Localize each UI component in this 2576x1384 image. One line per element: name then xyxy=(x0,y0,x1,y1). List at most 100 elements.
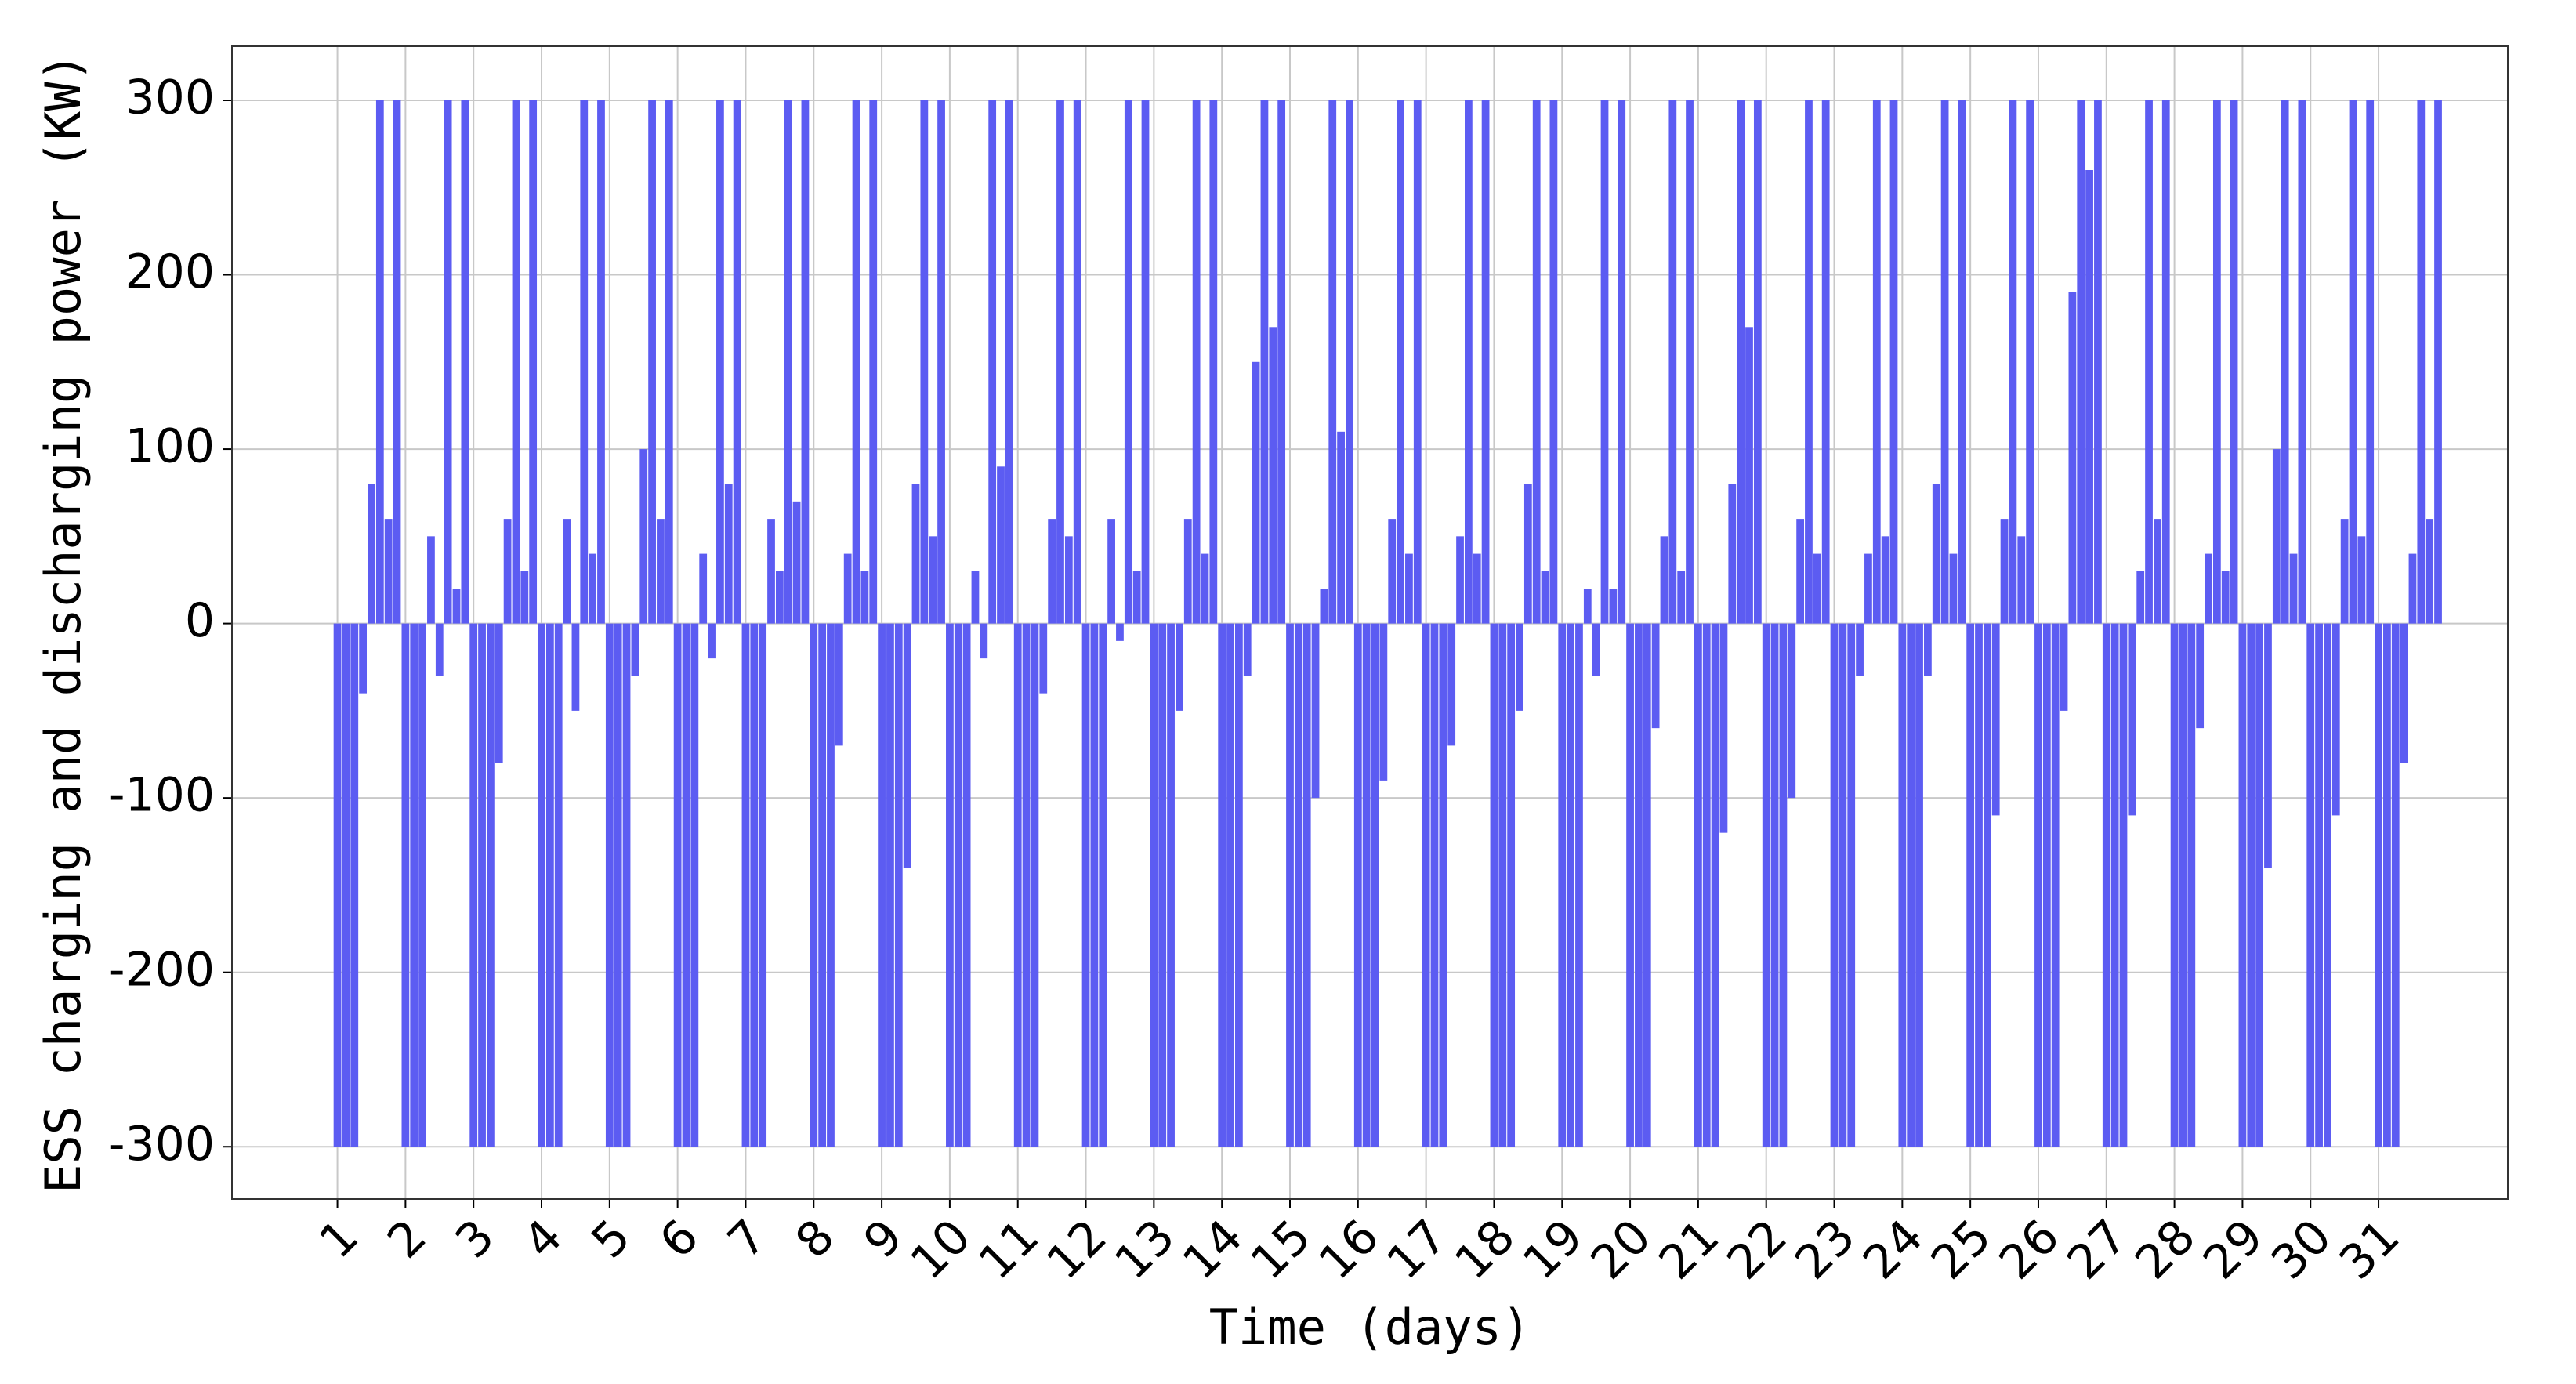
bar xyxy=(1167,623,1175,1147)
bar xyxy=(920,100,929,624)
bar xyxy=(1668,100,1677,624)
bar xyxy=(759,623,767,1147)
bar xyxy=(1609,589,1618,624)
bar xyxy=(2060,623,2068,711)
bar xyxy=(1805,100,1813,624)
bar xyxy=(1788,623,1796,799)
bar xyxy=(1516,623,1523,711)
bar xyxy=(538,623,545,1147)
x-tick-label: 7 xyxy=(717,1209,777,1270)
bar xyxy=(852,100,860,624)
bar xyxy=(2187,623,2196,1147)
bar xyxy=(2298,100,2306,624)
bar xyxy=(461,100,469,624)
bar xyxy=(2383,623,2391,1147)
bar xyxy=(2000,519,2009,624)
bar xyxy=(2170,623,2179,1147)
bar xyxy=(1719,623,1728,833)
bar xyxy=(2375,623,2382,1147)
bar xyxy=(368,484,375,624)
bar xyxy=(1430,623,1439,1147)
bar xyxy=(2009,100,2017,624)
bar xyxy=(1447,623,1456,746)
bar xyxy=(1064,536,1073,624)
bar xyxy=(342,623,350,1147)
bar xyxy=(2110,623,2119,1147)
bar xyxy=(333,623,342,1147)
bar xyxy=(1234,623,1243,1147)
bar xyxy=(988,100,997,624)
bar xyxy=(1924,623,1932,676)
plot-frame xyxy=(231,45,2509,1200)
bar xyxy=(1702,623,1711,1147)
bar xyxy=(1269,327,1277,624)
bar xyxy=(1039,623,1048,694)
bar xyxy=(1226,623,1234,1147)
bar xyxy=(639,449,648,624)
bar xyxy=(580,100,589,624)
bar xyxy=(1872,100,1881,624)
x-tick-label: 4 xyxy=(513,1209,574,1270)
bar xyxy=(1583,589,1592,624)
y-tick-label: -200 xyxy=(108,942,215,997)
bar xyxy=(452,589,461,624)
bar xyxy=(946,623,954,1147)
bar xyxy=(1277,100,1286,624)
bar xyxy=(1353,623,1362,1147)
bar xyxy=(1252,361,1260,624)
bar xyxy=(708,623,716,659)
bar xyxy=(1209,100,1218,624)
bar xyxy=(2119,623,2128,1147)
bar xyxy=(495,623,503,763)
bar xyxy=(2281,100,2289,624)
bar xyxy=(784,100,792,624)
bar xyxy=(1311,623,1320,799)
bar xyxy=(2289,553,2298,624)
bar xyxy=(1898,623,1907,1147)
bar xyxy=(2161,100,2170,624)
x-tick-label: 2 xyxy=(377,1209,437,1270)
bar xyxy=(1592,623,1600,676)
bar xyxy=(2094,100,2102,624)
bar xyxy=(427,536,435,624)
bar xyxy=(2349,100,2357,624)
bar xyxy=(520,571,529,624)
bar xyxy=(801,100,810,624)
bar xyxy=(1465,100,1473,624)
bar xyxy=(843,553,852,624)
bar xyxy=(1839,623,1847,1147)
x-axis-label: Time (days) xyxy=(1209,1299,1531,1356)
bar xyxy=(1779,623,1788,1147)
bar xyxy=(597,100,605,624)
bar xyxy=(1379,623,1388,781)
bar xyxy=(1031,623,1039,1147)
bar xyxy=(2154,519,2161,624)
bar xyxy=(393,100,401,624)
bar xyxy=(818,623,827,1147)
bar xyxy=(827,623,835,1147)
bar xyxy=(2417,100,2426,624)
bar xyxy=(571,623,580,711)
bar xyxy=(1558,623,1567,1147)
bar xyxy=(1940,100,1949,624)
bar xyxy=(1523,484,1532,624)
bar xyxy=(1600,100,1609,624)
bar xyxy=(2068,292,2077,624)
bar xyxy=(469,623,478,1147)
x-tick-label: 9 xyxy=(853,1209,914,1270)
y-axis-label: ESS charging and discharging power (KW) xyxy=(34,53,92,1194)
bar xyxy=(1346,100,1353,624)
bar xyxy=(554,623,563,1147)
bar xyxy=(1770,623,1779,1147)
bar xyxy=(512,100,520,624)
bar xyxy=(1618,100,1626,624)
bar xyxy=(2426,519,2434,624)
bar xyxy=(1099,623,1107,1147)
bar xyxy=(1983,623,1991,1147)
bar xyxy=(1176,623,1183,711)
bar xyxy=(2230,100,2238,624)
bar xyxy=(860,571,869,624)
bar xyxy=(418,623,426,1147)
bar xyxy=(1907,623,1915,1147)
